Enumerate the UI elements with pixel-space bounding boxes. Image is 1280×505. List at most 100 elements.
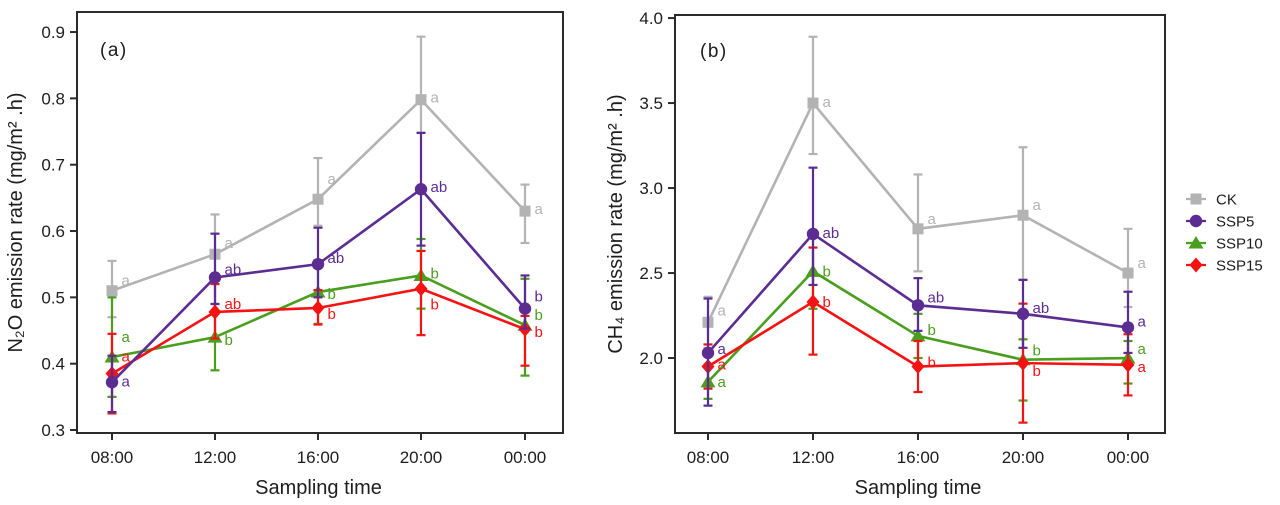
- significance-label: ab: [328, 250, 345, 267]
- diamond-marker: [208, 304, 222, 320]
- x-tick-label: 08:00: [91, 448, 134, 467]
- significance-label: a: [328, 171, 337, 188]
- significance-label: b: [328, 286, 336, 303]
- y-tick-label: 4.0: [639, 9, 663, 28]
- significance-label: b: [823, 294, 831, 311]
- y-axis-label: N₂O emission rate (mg/m² .h): [5, 92, 27, 352]
- square-marker: [912, 223, 924, 235]
- square-marker: [519, 205, 531, 217]
- significance-label: b: [1033, 343, 1041, 360]
- significance-label: b: [535, 307, 543, 324]
- significance-label: a: [718, 357, 727, 374]
- square-marker: [415, 94, 427, 106]
- legend-item-CK: CK: [1186, 192, 1237, 209]
- y-tick-label: 3.0: [639, 179, 663, 198]
- significance-label: b: [928, 355, 936, 372]
- x-tick-label: 00:00: [1107, 448, 1150, 467]
- significance-label: a: [928, 211, 937, 228]
- significance-label: b: [225, 332, 233, 349]
- significance-label: a: [122, 329, 131, 346]
- significance-label: a: [1138, 359, 1147, 376]
- significance-label: ab: [225, 296, 242, 313]
- legend-triangle-marker: [1188, 236, 1204, 249]
- square-marker: [106, 285, 118, 297]
- legend: CK SSP5 SSP10 SSP15: [1186, 192, 1263, 275]
- x-tick-label: 12:00: [194, 448, 237, 467]
- diamond-marker: [311, 300, 325, 316]
- legend-item-SSP10: SSP10: [1186, 236, 1263, 253]
- significance-label: a: [1138, 313, 1147, 330]
- x-tick-label: 08:00: [687, 448, 730, 467]
- x-tick-label: 00:00: [504, 448, 547, 467]
- y-tick-label: 0.3: [41, 421, 65, 440]
- diamond-marker: [414, 281, 428, 297]
- y-tick-label: 2.0: [639, 349, 663, 368]
- x-tick-label: 20:00: [1002, 448, 1045, 467]
- significance-label: b: [431, 265, 439, 282]
- circle-marker: [518, 302, 532, 315]
- y-tick-label: 0.9: [41, 23, 65, 42]
- significance-label: ab: [928, 289, 945, 306]
- significance-label: a: [718, 374, 727, 391]
- legend-square-marker: [1190, 193, 1202, 205]
- significance-label: ab: [823, 225, 840, 242]
- plot-frame: [674, 14, 1166, 434]
- significance-label: a: [718, 302, 727, 319]
- square-marker: [1017, 209, 1029, 221]
- x-tick-label: 12:00: [792, 448, 835, 467]
- triangle-marker: [910, 328, 926, 342]
- x-tick-label: 16:00: [897, 448, 940, 467]
- legend-label: SSP15: [1216, 258, 1263, 275]
- legend-circle-marker: [1189, 214, 1203, 228]
- significance-label: b: [431, 297, 439, 314]
- significance-label: a: [225, 235, 234, 252]
- significance-label: a: [718, 341, 727, 358]
- panel-letter: (a): [100, 40, 128, 61]
- circle-marker: [311, 257, 325, 271]
- y-tick-label: 2.5: [639, 264, 663, 283]
- significance-label: b: [823, 263, 831, 280]
- y-tick-label: 0.7: [41, 156, 65, 175]
- y-tick-label: 0.6: [41, 222, 65, 241]
- significance-label: a: [1138, 255, 1147, 272]
- panel-a: 0.3 0.4 0.5 0.6 0.7 0.8 0.9 08:00 12:00 16:00 20:0…: [5, 11, 564, 499]
- y-tick-label: 0.5: [41, 288, 65, 307]
- series-CK: a a a a a: [702, 35, 1147, 349]
- circle-marker: [701, 346, 715, 360]
- diamond-marker: [806, 294, 820, 310]
- legend-label: SSP5: [1216, 214, 1254, 231]
- significance-label: a: [1033, 197, 1042, 214]
- square-marker: [1122, 267, 1134, 279]
- square-marker: [807, 97, 819, 109]
- significance-label: ab: [431, 179, 448, 196]
- diamond-marker: [911, 359, 925, 375]
- significance-label: a: [122, 373, 131, 390]
- x-axis-label: Sampling time: [255, 477, 382, 499]
- circle-marker: [208, 271, 222, 284]
- legend-diamond-marker: [1189, 257, 1203, 273]
- significance-label: a: [122, 273, 131, 290]
- circle-marker: [105, 376, 119, 389]
- square-marker: [312, 193, 324, 205]
- x-axis-label: Sampling time: [855, 477, 982, 499]
- legend-item-SSP5: SSP5: [1186, 214, 1254, 231]
- significance-label: ab: [225, 261, 242, 278]
- y-axis-label: CH₄ emission rate (mg/m² .h): [605, 94, 627, 353]
- significance-label: b: [535, 289, 543, 306]
- significance-label: b: [535, 324, 543, 341]
- significance-label: b: [1033, 363, 1041, 380]
- legend-label: SSP10: [1216, 236, 1263, 253]
- circle-marker: [1016, 307, 1030, 321]
- significance-label: b: [928, 322, 936, 339]
- circle-marker: [414, 183, 428, 196]
- significance-label: a: [122, 349, 131, 366]
- y-tick-label: 0.8: [41, 89, 65, 108]
- diamond-marker: [1016, 355, 1030, 371]
- y-tick-label: 3.5: [639, 94, 663, 113]
- diamond-marker: [1121, 357, 1135, 373]
